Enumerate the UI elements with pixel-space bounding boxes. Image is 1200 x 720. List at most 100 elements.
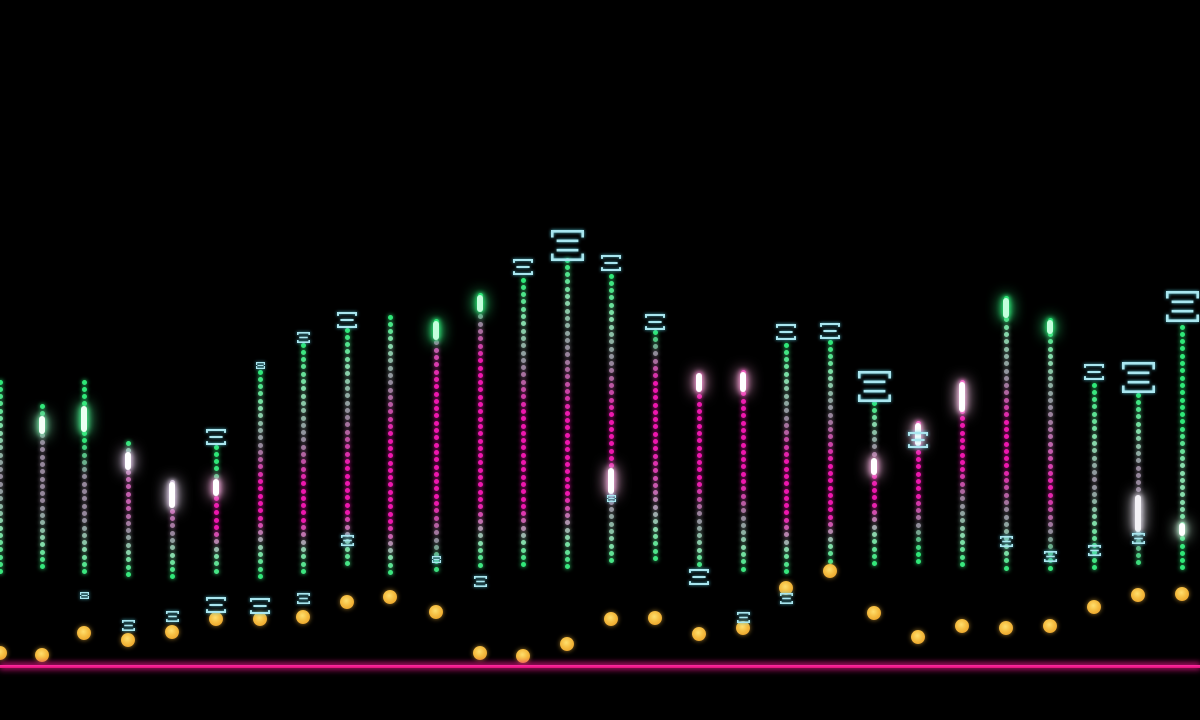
column-dot [477, 482, 483, 488]
column-dot [1003, 412, 1009, 418]
bracket-stack-glyph-xs [79, 591, 89, 599]
column-dot [213, 459, 219, 465]
column-dot [740, 391, 746, 397]
column-dot [344, 502, 350, 508]
column-dot [564, 461, 570, 467]
column-dot [1179, 324, 1185, 330]
column-dot [1003, 317, 1009, 323]
column-dot [564, 367, 570, 372]
column-dot [783, 568, 789, 574]
column-dot [520, 511, 526, 517]
column-dot [125, 491, 131, 497]
column-dot [520, 474, 526, 480]
column-dot [125, 498, 131, 504]
column-dot [696, 430, 702, 436]
column-dot [433, 501, 439, 506]
column-dot [1179, 499, 1185, 505]
column-dot [564, 432, 570, 438]
column-dot [0, 401, 3, 407]
column-dot [1179, 543, 1185, 549]
column-dot [564, 264, 570, 270]
column-dot [1179, 434, 1185, 439]
column-dot [740, 515, 746, 521]
column-dot [520, 445, 526, 451]
column-dot [257, 442, 263, 448]
column-dot [740, 566, 746, 572]
column-dot [608, 295, 614, 301]
column-dot [39, 454, 45, 460]
column-dot [39, 520, 45, 526]
column-dot [1047, 448, 1053, 454]
column-dot [477, 533, 483, 539]
column-dot [915, 457, 921, 462]
column-dot [696, 533, 702, 539]
column-dot [81, 452, 87, 458]
column-dot [1091, 440, 1097, 446]
column-dot [1179, 485, 1185, 491]
column-dot [1091, 499, 1097, 505]
column-dot [520, 460, 526, 465]
column-dot [520, 481, 526, 487]
column-dot [1047, 405, 1053, 411]
orange-wave-dot [209, 612, 223, 626]
column-dot [783, 371, 789, 377]
column-dot [740, 449, 746, 455]
column-dot [564, 564, 570, 570]
column-dot [1135, 443, 1141, 449]
column-dot [520, 525, 526, 531]
column-dot [652, 417, 658, 423]
column-dot [433, 530, 439, 536]
column-dot [1003, 529, 1009, 535]
column-dot [608, 412, 614, 418]
column-dot [0, 445, 3, 451]
column-dot [740, 427, 746, 433]
column-dot [1091, 557, 1097, 563]
column-dot [1179, 353, 1185, 359]
column-dot [959, 437, 965, 443]
column-dot [520, 416, 526, 422]
orange-wave-dot [604, 612, 618, 626]
column-dot [1135, 553, 1141, 559]
column-dot [696, 511, 702, 517]
column-dot [344, 407, 350, 413]
column-dot [783, 546, 789, 552]
column-dot [169, 545, 175, 551]
column-dot [387, 540, 393, 546]
column-dot [1135, 538, 1141, 544]
bracket-stack-glyph-sm [1087, 544, 1101, 556]
column-dot [125, 513, 131, 519]
column-dot [608, 310, 614, 315]
column-dot [1091, 565, 1097, 570]
column-dot [344, 364, 350, 369]
column-dot [915, 551, 921, 557]
column-dot [783, 525, 789, 530]
column-dot [520, 408, 526, 414]
column-dot [1179, 397, 1185, 403]
column-dot [783, 386, 789, 392]
column-dot [564, 286, 570, 292]
column-dot [477, 460, 483, 466]
column-dot [564, 410, 570, 416]
column-dot [959, 459, 965, 465]
column-dot [915, 500, 921, 506]
column-dot [740, 457, 746, 463]
column-dot [125, 557, 131, 563]
column-dot [608, 273, 614, 279]
column-dot [652, 366, 658, 371]
column-dot [696, 489, 702, 495]
baseline-rule [0, 665, 1200, 668]
bracket-stack-glyph-xs [431, 555, 441, 563]
column-dot [1179, 368, 1185, 374]
column-dot [959, 562, 965, 567]
column-dot [387, 511, 393, 517]
column-dot [1179, 390, 1185, 396]
column-dot [344, 334, 350, 340]
column-dot [652, 468, 658, 474]
bracket-stack-glyph-sm [121, 619, 135, 631]
column-dot [1003, 551, 1009, 556]
column-dot [1091, 462, 1097, 468]
column-dot [433, 384, 439, 390]
column-dot [387, 570, 393, 575]
column-dot [783, 393, 789, 399]
column-dot [1003, 470, 1009, 476]
